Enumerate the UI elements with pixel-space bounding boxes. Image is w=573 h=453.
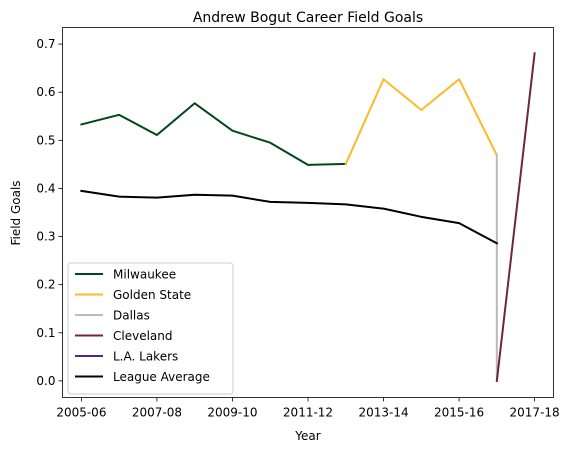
series-line-3 [495,52,536,383]
y-tick-label-3: 0.3 [36,230,55,244]
legend: Milwaukee Golden State Dallas Cleveland L.A.… [67,262,234,395]
y-tick-label-7: 0.7 [36,37,55,51]
legend-label-2: Dallas [113,309,150,323]
y-tick-label-1: 0.1 [36,326,55,340]
x-tick-label-5: 2015-16 [434,406,484,420]
legend-label-4: L.A. Lakers [113,350,178,364]
x-tick-label-6: 2017-18 [510,406,560,420]
legend-label-1: Golden State [113,288,191,302]
legend-label-0: Milwaukee [113,268,176,282]
x-tick-label-2: 2009-10 [207,406,257,420]
y-axis-label: Field Goals [9,180,23,245]
x-axis-label: Year [294,429,320,443]
series-line-1 [344,78,499,166]
x-axis: 2005-06 2007-08 2009-10 2011-12 2013-14 2015-… [56,397,560,420]
x-tick-label-3: 2011-12 [283,406,333,420]
y-tick-label-6: 0.6 [36,85,55,99]
legend-box [67,262,234,395]
series-line-5 [80,189,499,245]
chart-title: Andrew Bogut Career Field Goals [193,10,423,26]
x-tick-label-0: 2005-06 [56,406,106,420]
x-tick-label-1: 2007-08 [132,406,182,420]
x-tick-label-4: 2013-14 [358,406,408,420]
legend-label-5: League Average [113,370,210,384]
series-line-0 [80,102,347,166]
y-tick-label-4: 0.4 [36,181,55,195]
y-axis: 0.0 0.1 0.2 0.3 0.4 0.5 0.6 0.7 [36,37,63,388]
plot-lines [80,52,536,383]
y-tick-label-5: 0.5 [36,133,55,147]
y-tick-label-2: 0.2 [36,278,55,292]
legend-label-3: Cleveland [113,329,173,343]
y-tick-label-0: 0.0 [36,374,55,388]
